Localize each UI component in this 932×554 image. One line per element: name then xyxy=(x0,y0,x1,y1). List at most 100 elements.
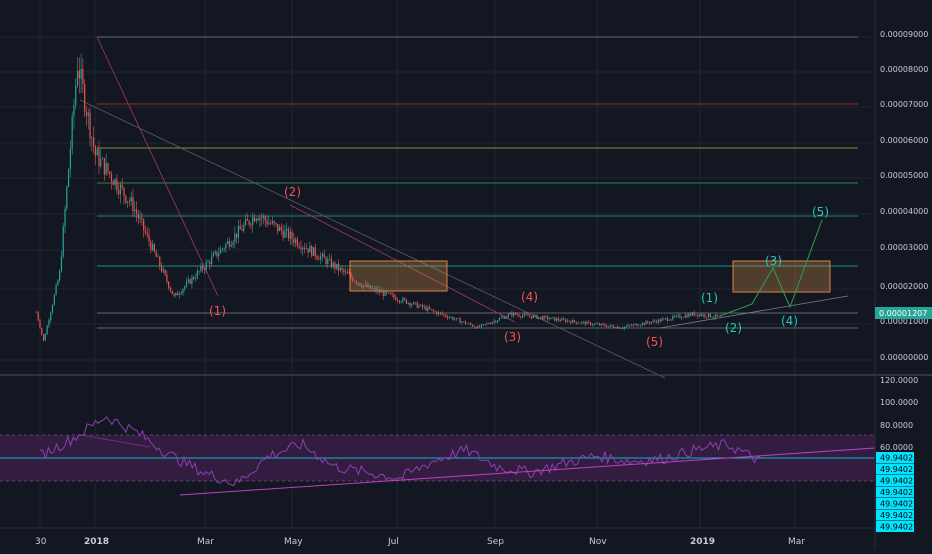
candle-body xyxy=(514,312,517,315)
time-label: 30 xyxy=(35,537,47,547)
candle-body xyxy=(593,323,595,325)
candle-body xyxy=(445,314,447,317)
candle-body xyxy=(695,314,697,316)
candle-body xyxy=(625,326,627,327)
candle-body xyxy=(629,325,631,326)
candle-body xyxy=(39,320,41,329)
candle-body xyxy=(559,320,561,321)
candle-body xyxy=(704,314,706,317)
candle-body xyxy=(659,319,661,322)
candle-body xyxy=(675,315,677,317)
candle-body xyxy=(429,307,431,310)
candle-body xyxy=(718,315,720,317)
candle-body xyxy=(348,273,350,274)
candle-body xyxy=(252,217,254,226)
candle-body xyxy=(91,137,93,139)
candle-body xyxy=(495,321,497,323)
candle-body xyxy=(677,315,679,316)
candle-body xyxy=(298,245,300,248)
candle-body xyxy=(523,313,526,316)
candle-body xyxy=(107,163,109,172)
candle-body xyxy=(398,300,400,302)
rsi-readout-value: 49.9402 xyxy=(880,465,913,474)
candle-body xyxy=(205,262,207,270)
candle-body xyxy=(525,313,527,315)
candle-body xyxy=(110,174,113,182)
candle-body xyxy=(416,302,418,308)
candle-body xyxy=(488,323,490,324)
candle-body xyxy=(634,323,636,325)
candle-body xyxy=(375,288,377,292)
candle-body xyxy=(139,217,141,219)
candle-body xyxy=(266,220,268,225)
candle-body xyxy=(371,288,374,290)
candle-body xyxy=(602,323,604,325)
candle-body xyxy=(162,269,164,272)
candle-body xyxy=(713,317,715,318)
candle-body xyxy=(123,187,125,196)
candle-body xyxy=(80,68,82,79)
candle-body xyxy=(168,281,170,288)
candle-body xyxy=(361,285,363,288)
candle-body xyxy=(309,245,311,253)
candle-body xyxy=(654,320,656,322)
candle-body xyxy=(148,234,150,242)
candle-body xyxy=(529,315,531,317)
rsi-readout-tag xyxy=(876,475,914,486)
wave-red-4: (4) xyxy=(521,290,538,304)
candle-body xyxy=(404,298,406,300)
candle-body xyxy=(60,256,63,272)
candle-body xyxy=(706,316,708,318)
candle-body xyxy=(520,316,522,318)
candle-body xyxy=(246,219,248,221)
wave-teal-1: (1) xyxy=(701,291,718,305)
candle-body xyxy=(639,325,642,326)
candle-body xyxy=(187,279,189,282)
candle-body xyxy=(645,321,647,325)
candle-body xyxy=(78,70,80,79)
candle-body xyxy=(352,277,354,282)
candle-body xyxy=(293,238,295,243)
candle-body xyxy=(184,286,186,290)
candle-body xyxy=(423,306,425,308)
candle-body xyxy=(85,111,88,116)
trendline-peak xyxy=(96,36,219,297)
candle-body xyxy=(143,219,145,231)
candle-body xyxy=(434,310,436,312)
candle-body xyxy=(230,244,232,247)
candle-body xyxy=(513,312,515,316)
candle-body xyxy=(379,289,381,293)
candle-body xyxy=(353,281,356,282)
candle-body xyxy=(511,313,513,316)
candle-body xyxy=(600,323,602,326)
candle-body xyxy=(638,325,640,327)
candle-body xyxy=(611,325,613,327)
candle-body xyxy=(150,241,152,251)
candle-body xyxy=(182,289,184,293)
candle-body xyxy=(607,325,610,327)
candle-body xyxy=(87,112,89,116)
candle-body xyxy=(343,269,345,272)
rsi-line xyxy=(39,416,761,487)
candle-body xyxy=(118,190,120,195)
candle-body xyxy=(652,320,654,322)
candle-body xyxy=(330,258,332,268)
price-tick: 0.00008000 xyxy=(880,65,928,74)
candle-body xyxy=(42,334,45,341)
candle-body xyxy=(93,137,95,147)
rsi-readout-value: 49.9402 xyxy=(880,523,913,532)
candle-body xyxy=(665,318,667,319)
wave-labels: (1) (2) (3) (4) (5) (1) (2) (3) (4) (5) xyxy=(209,185,829,349)
candle-body xyxy=(185,281,188,287)
candle-body xyxy=(604,324,606,326)
candle-body xyxy=(589,322,592,325)
wave-red-3: (3) xyxy=(504,330,521,344)
candle-body xyxy=(691,312,694,316)
candle-body xyxy=(269,222,272,224)
candle-body xyxy=(618,326,620,329)
candle-body xyxy=(137,214,139,219)
candle-body xyxy=(307,248,309,253)
candle-body xyxy=(134,209,136,212)
